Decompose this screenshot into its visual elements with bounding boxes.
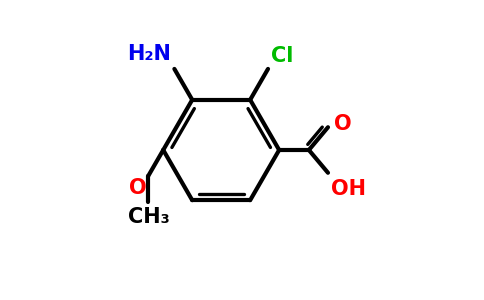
Text: OH: OH xyxy=(331,179,366,199)
Text: H₂N: H₂N xyxy=(128,44,171,64)
Text: Cl: Cl xyxy=(271,46,293,66)
Text: O: O xyxy=(129,178,147,198)
Text: O: O xyxy=(334,114,351,134)
Text: CH₃: CH₃ xyxy=(127,207,169,227)
